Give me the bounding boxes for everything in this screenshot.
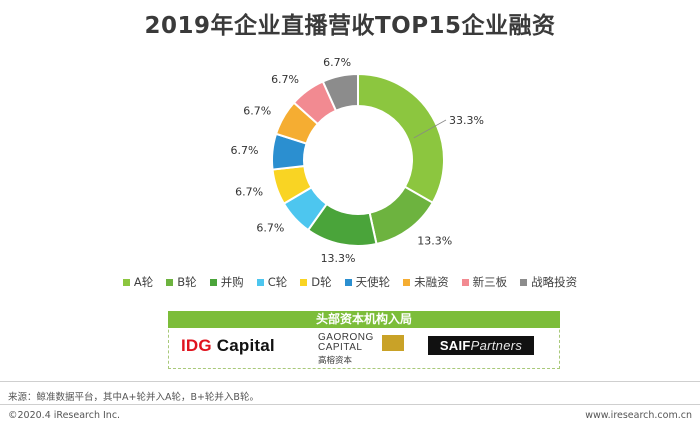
divider-top (0, 381, 700, 382)
legend-label-9: 战略投资 (531, 275, 578, 289)
gaorong-capital-logo: GAORONG CAPITAL 高榕资本 (318, 333, 408, 366)
slice-9 (321, 72, 359, 113)
legend-label-8: 新三板 (472, 275, 508, 289)
legend-item-4: C轮 (256, 274, 288, 290)
data-label-1: 33.3% (449, 114, 484, 127)
legend-item-2: B轮 (166, 274, 197, 290)
leader-line-1 (413, 119, 447, 139)
chart-legend: A轮 B轮 并购 C轮 D轮 天使轮 未融资 新三板 战略投资 (0, 274, 700, 290)
legend-label-4: C轮 (267, 275, 288, 289)
institutions-header: 头部资本机构入局 (168, 311, 560, 328)
legend-swatch-7 (403, 278, 411, 286)
legend-swatch-6 (344, 278, 352, 286)
footer-copyright: ©2020.4 iResearch Inc. (8, 410, 121, 421)
saif-logo-suffix: Partners (470, 338, 523, 353)
legend-item-7: 未融资 (403, 274, 449, 290)
legend-item-3: 并购 (209, 274, 244, 290)
data-label-5: 6.7% (235, 186, 263, 199)
gaorong-logo-line2: CAPITAL (318, 342, 363, 353)
source-note: 来源：鲸准数据平台，其中A+轮并入A轮，B+轮并入B轮。 (8, 392, 259, 403)
legend-label-6: 天使轮 (355, 275, 391, 289)
saif-partners-logo: SAIFPartners (428, 336, 534, 355)
legend-swatch-4 (256, 278, 264, 286)
legend-swatch-1 (122, 278, 130, 286)
idg-capital-logo: IDG Capital (181, 336, 275, 356)
legend-item-6: 天使轮 (344, 274, 391, 290)
data-label-4: 6.7% (256, 222, 284, 235)
data-label-2: 13.3% (417, 235, 452, 248)
legend-label-7: 未融资 (414, 275, 449, 289)
legend-label-2: B轮 (177, 275, 197, 289)
legend-item-5: D轮 (300, 274, 332, 290)
chart-title: 2019年企业直播营收TOP15企业融资 (144, 13, 556, 39)
gaorong-logo-line1: GAORONG (318, 332, 374, 343)
legend-swatch-5 (300, 278, 308, 286)
gaorong-logo-mark-icon (382, 335, 404, 351)
legend-swatch-8 (461, 278, 469, 286)
data-label-3: 13.3% (321, 252, 356, 265)
divider-bottom (0, 404, 700, 405)
gaorong-logo-cn: 高榕资本 (318, 356, 353, 366)
idg-logo-prefix: IDG (181, 336, 212, 355)
data-label-6: 6.7% (231, 144, 259, 157)
data-label-8: 6.7% (271, 73, 299, 86)
legend-label-1: A轮 (133, 275, 154, 289)
saif-logo-prefix: SAIF (439, 338, 471, 353)
data-label-7: 6.7% (243, 104, 271, 117)
data-label-9: 6.7% (323, 56, 351, 69)
idg-logo-suffix: Capital (211, 336, 275, 355)
legend-item-8: 新三板 (461, 274, 508, 290)
legend-label-3: 并购 (220, 275, 244, 289)
footer-website: www.iresearch.com.cn (585, 410, 692, 421)
legend-swatch-3 (209, 278, 217, 286)
legend-swatch-9 (520, 278, 528, 286)
legend-label-5: D轮 (311, 275, 332, 289)
gaorong-logo-text: GAORONG CAPITAL (318, 333, 374, 353)
legend-item-1: A轮 (122, 274, 154, 290)
legend-item-9: 战略投资 (520, 274, 577, 290)
slice-1 (357, 72, 445, 205)
legend-swatch-2 (166, 278, 174, 286)
